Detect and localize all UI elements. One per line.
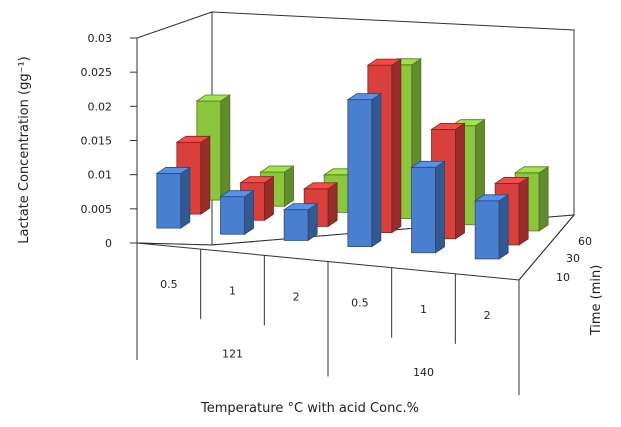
bar-top xyxy=(282,203,319,211)
y-tick-label: 0.01 xyxy=(88,169,113,182)
y-tick-label: 0 xyxy=(105,237,112,250)
x-group-label: 140 xyxy=(413,366,434,379)
bar-top xyxy=(493,177,530,184)
bar-side xyxy=(264,175,274,221)
bar-side xyxy=(538,166,549,232)
z-axis-title: Time (min) xyxy=(589,265,604,337)
bar-front xyxy=(156,173,182,229)
bar-top xyxy=(155,167,192,174)
bar-front xyxy=(474,200,500,260)
bar-top xyxy=(195,94,232,102)
bar-side xyxy=(455,122,465,240)
bar-side xyxy=(327,182,338,228)
front-depth-edge xyxy=(518,214,575,281)
bar-front xyxy=(283,209,309,241)
x-tick-label: 0.5 xyxy=(351,297,369,310)
z-axis-ticks: 10 30 60 xyxy=(556,235,592,284)
x-tick-label: 2 xyxy=(484,309,491,322)
bar-top xyxy=(346,93,383,101)
x-tick-label: 2 xyxy=(293,290,300,303)
y-tick-label: 0.02 xyxy=(88,100,113,113)
z-tick-label: 60 xyxy=(578,235,592,248)
bar-front xyxy=(347,99,373,247)
bar-side xyxy=(371,92,382,248)
y-axis-title: Lactate Concentration (gg⁻¹) xyxy=(17,56,32,243)
bar-top xyxy=(513,166,550,174)
bar-side xyxy=(284,165,294,207)
bar-side xyxy=(518,176,529,246)
bar-top xyxy=(175,135,212,143)
bar-side xyxy=(498,194,509,260)
bar-top xyxy=(473,194,510,202)
bar-top xyxy=(259,165,295,173)
y-tick-label: 0.025 xyxy=(81,66,113,79)
x-group-label: 121 xyxy=(222,347,243,360)
bar-top xyxy=(219,190,255,198)
bar-side xyxy=(244,189,254,235)
bars-layer xyxy=(155,58,550,260)
bar-front xyxy=(411,166,436,254)
y-tick-label: 0.015 xyxy=(81,135,113,148)
x-tick-label: 1 xyxy=(229,284,236,297)
x-tick-label: 0.5 xyxy=(160,278,178,291)
bar-top xyxy=(302,182,339,190)
bar-side xyxy=(391,58,402,234)
x-tick-label: 1 xyxy=(420,303,427,316)
z-tick-label: 10 xyxy=(556,271,570,284)
bar-side xyxy=(220,94,231,201)
bar-top xyxy=(239,176,275,184)
bar-top xyxy=(430,123,466,130)
y-axis-ticks: 0 0.005 0.01 0.015 0.02 0.025 0.03 xyxy=(81,32,137,250)
z-tick-label: 30 xyxy=(566,252,580,265)
bar-top xyxy=(410,160,446,168)
x-axis-title: Temperature °C with acid Conc.% xyxy=(200,401,419,416)
bar-top xyxy=(366,58,403,66)
bar-side xyxy=(180,166,191,229)
bar-side xyxy=(200,135,211,215)
bar-side xyxy=(435,160,445,254)
bar-front xyxy=(220,196,245,235)
y-tick-label: 0.03 xyxy=(88,32,113,45)
y-tick-label: 0.005 xyxy=(81,203,113,216)
